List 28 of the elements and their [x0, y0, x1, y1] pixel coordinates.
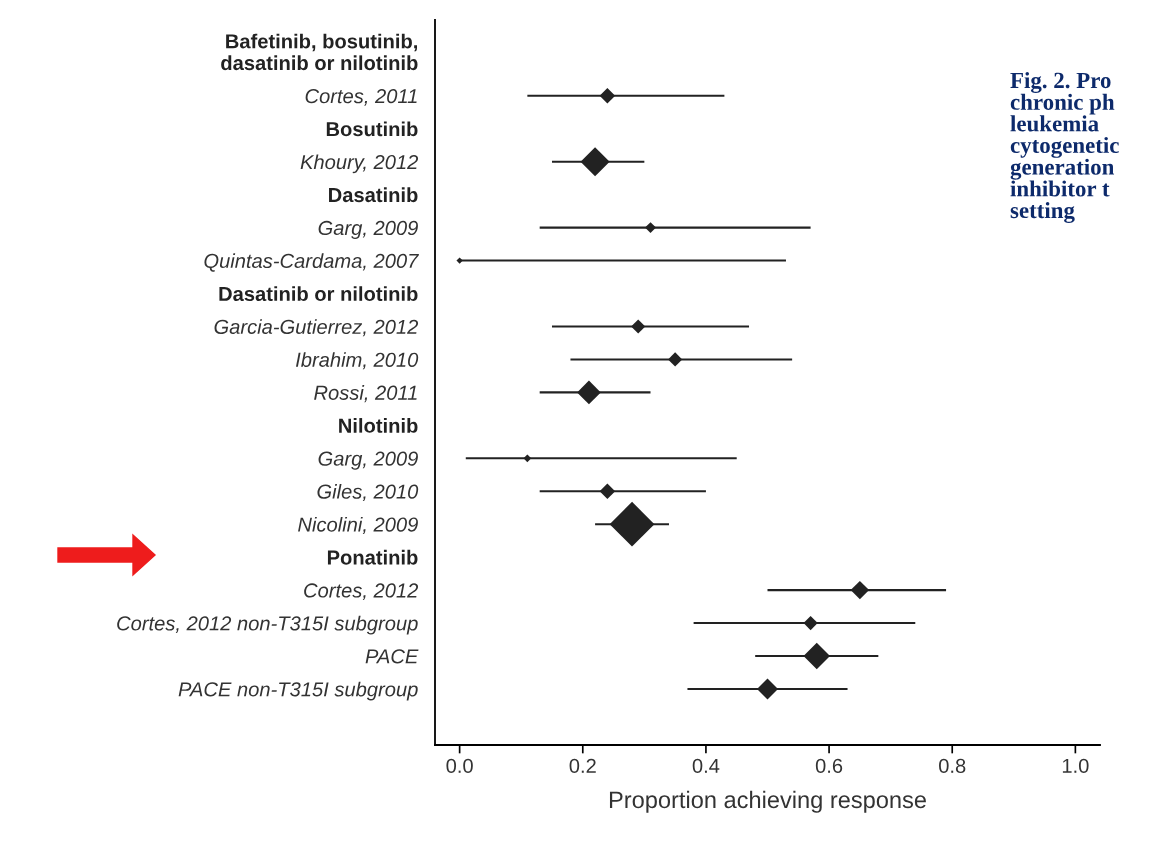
x-tick-label: 0.8 [939, 758, 966, 773]
y-tick-label: Quintas-Cardama, 2007 [204, 253, 419, 272]
x-axis-title: Proportion achieving response [609, 790, 926, 813]
x-tick-label: 1.0 [1062, 758, 1089, 773]
x-tick-label: 0.2 [569, 758, 596, 773]
y-tick-label: Garcia-Gutierrez, 2012 [214, 319, 419, 337]
y-tick-label: Rossi, 2011 [314, 385, 417, 403]
y-tick-label: Cortes, 2011 [305, 89, 417, 106]
y-tick-label: Bosutinib [326, 121, 418, 137]
annotation: Fig. 2. Pro chronic ph leukemia cytogenetic generation inhibitor t setting [1010, 72, 1119, 223]
y-tick-label: Nilotinib [339, 418, 418, 433]
x-tick-label: 0.4 [692, 758, 720, 773]
y-tick-label: Giles, 2010 [317, 483, 419, 502]
y-tick-label: Garg, 2009 [318, 451, 418, 470]
y-tick-label: Dasatinib or nilotinib [219, 286, 418, 302]
y-tick-label: Ibrahim, 2010 [296, 352, 419, 370]
y-tick-label: PACE non-T315I subgroup [178, 681, 418, 701]
y-tick-label: Bafetinib, bosutinib, dasatinib or nilotinib [221, 33, 418, 71]
y-tick-label: Khoury, 2012 [300, 154, 419, 174]
y-tick-label: Ponatinib [327, 549, 418, 565]
y-tick-label: PACE [365, 649, 419, 664]
y-tick-label: Nicolini, 2009 [298, 516, 418, 535]
x-tick-label: 0.6 [815, 758, 843, 773]
y-tick-label: Cortes, 2012 [304, 583, 419, 600]
x-tick-label: 0.0 [446, 758, 473, 773]
y-tick-label: Dasatinib [329, 187, 418, 203]
y-tick-label: Garg, 2009 [318, 220, 418, 240]
y-tick-label: Cortes, 2012 non-T315I subgroup [117, 615, 418, 635]
